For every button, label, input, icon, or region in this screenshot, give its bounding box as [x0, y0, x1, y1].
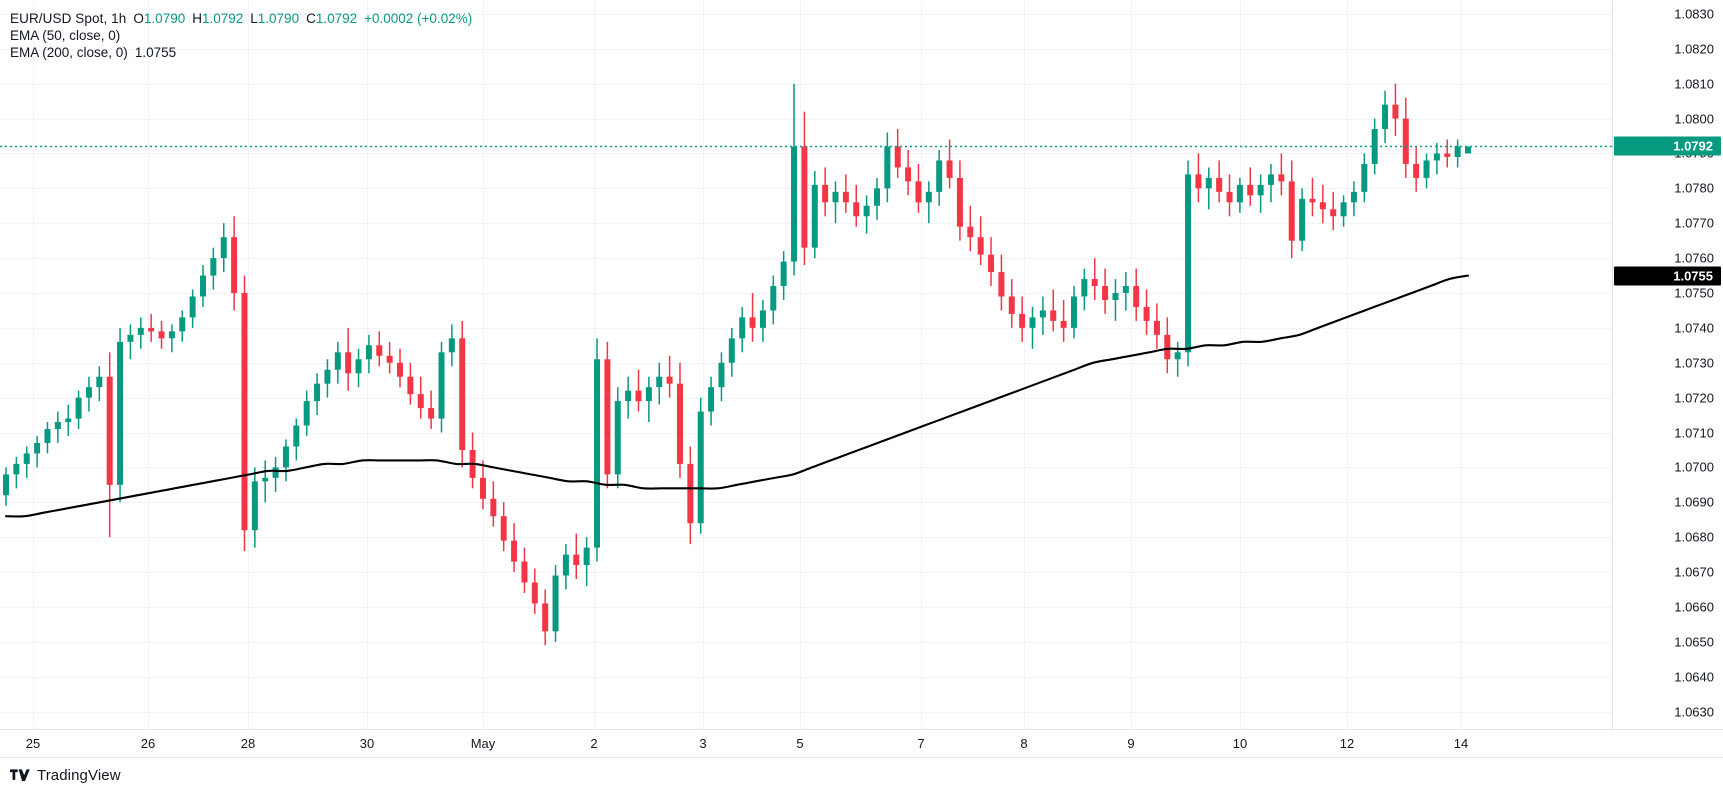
price-axis-tick: 1.0740 — [1674, 320, 1714, 336]
time-axis-tick: 3 — [699, 736, 707, 751]
time-axis-tick: 25 — [25, 736, 41, 751]
candle-series — [3, 83, 1471, 646]
time-axis-tick: 9 — [1127, 736, 1135, 751]
price-axis-tick: 1.0770 — [1674, 215, 1714, 231]
price-axis-tick: 1.0760 — [1674, 250, 1714, 266]
time-axis-tick: 30 — [359, 736, 375, 751]
price-axis-tick: 1.0830 — [1674, 6, 1714, 22]
candlestick-svg — [0, 0, 1612, 729]
price-axis-tick: 1.0730 — [1674, 355, 1714, 371]
time-axis-tick: 2 — [590, 736, 598, 751]
price-axis-tick: 1.0820 — [1674, 41, 1714, 57]
price-axis-tick: 1.0700 — [1674, 459, 1714, 475]
ema200-price-badge[interactable]: 1.0755 — [1614, 266, 1721, 286]
price-axis-tick: 1.0780 — [1674, 180, 1714, 196]
time-axis-tick: 8 — [1020, 736, 1028, 751]
price-axis-tick: 1.0810 — [1674, 76, 1714, 92]
time-axis-tick: May — [470, 736, 496, 751]
time-axis[interactable]: 25 26 28 30 May 2 3 5 7 8 9 10 12 14 — [0, 729, 1723, 757]
price-axis-tick: 1.0640 — [1674, 669, 1714, 685]
time-axis-tick: 28 — [240, 736, 256, 751]
tradingview-mark-icon — [10, 768, 30, 781]
price-axis-tick: 1.0670 — [1674, 564, 1714, 580]
price-axis-tick: 1.0630 — [1674, 704, 1714, 720]
price-axis-tick: 1.0720 — [1674, 390, 1714, 406]
price-axis-tick: 1.0680 — [1674, 529, 1714, 545]
price-axis-tick: 1.0690 — [1674, 494, 1714, 510]
time-axis-tick: 5 — [796, 736, 804, 751]
time-axis-tick: 12 — [1339, 736, 1355, 751]
current-price-badge[interactable]: 1.0792 — [1614, 136, 1721, 156]
price-axis-tick: 1.0650 — [1674, 634, 1714, 650]
ema200-line — [4, 274, 1470, 518]
time-axis-tick: 7 — [917, 736, 925, 751]
tradingview-wordmark: TradingView — [37, 767, 121, 784]
price-axis-tick: 1.0750 — [1674, 285, 1714, 301]
price-axis-tick: 1.0800 — [1674, 111, 1714, 127]
vertical-gridlines — [33, 0, 1462, 729]
price-axis-tick: 1.0660 — [1674, 599, 1714, 615]
time-axis-tick: 14 — [1453, 736, 1469, 751]
price-axis[interactable]: 1.08301.08201.08101.08001.07901.07801.07… — [1612, 0, 1723, 729]
time-axis-tick: 10 — [1232, 736, 1248, 751]
bottom-bar: TradingView — [0, 757, 1723, 801]
time-axis-tick: 26 — [140, 736, 156, 751]
tradingview-logo[interactable]: TradingView — [10, 767, 121, 784]
price-axis-tick: 1.0710 — [1674, 425, 1714, 441]
chart-plot-area[interactable] — [0, 0, 1612, 729]
